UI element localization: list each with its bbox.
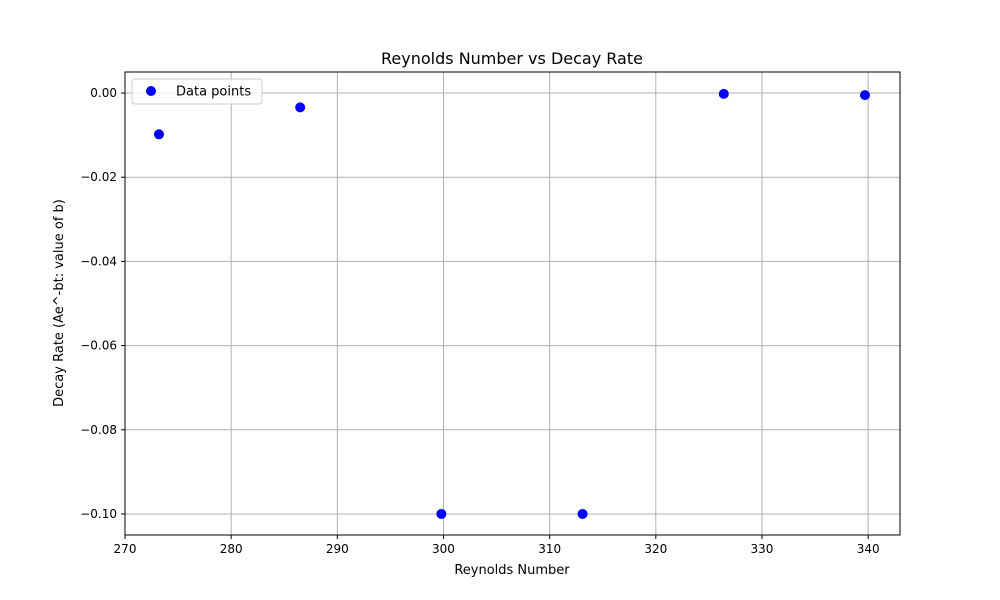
legend: Data points [131,78,263,105]
x-tick-label: 280 [220,542,243,556]
legend-label: Data points [176,85,251,100]
y-axis: 0.00 −0.02 −0.04 −0.06 −0.08 −0.10 [80,86,125,521]
plot-frame [124,71,901,536]
x-tick-label: 290 [326,542,349,556]
data-point [436,508,447,519]
x-tick-label: 310 [538,542,561,556]
y-tick-label: −0.02 [80,170,117,184]
y-tick-label: −0.08 [80,423,117,437]
y-tick-label: −0.04 [80,254,117,268]
y-tick-label: −0.10 [80,507,117,521]
y-tick-label: 0.00 [90,86,117,100]
x-tick-label: 340 [857,542,880,556]
y-tick-label: −0.06 [80,339,117,353]
data-point [718,88,729,99]
data-points [153,88,870,519]
legend-marker [146,86,156,96]
x-tick-label: 300 [432,542,455,556]
data-point [153,129,164,140]
x-axis-label: Reynolds Number [454,563,570,578]
y-axis-label: Decay Rate (Ae^-bt: value of b) [52,199,67,407]
legend-box [131,78,263,105]
x-tick-label: 320 [644,542,667,556]
x-tick-label: 270 [114,542,137,556]
data-point [859,90,870,101]
data-point [295,102,306,113]
x-axis: 270 280 290 300 310 320 330 340 [114,535,880,556]
chart-title: Reynolds Number vs Decay Rate [381,49,643,68]
grid-lines [124,72,900,535]
x-tick-label: 330 [751,542,774,556]
data-point [577,508,588,519]
